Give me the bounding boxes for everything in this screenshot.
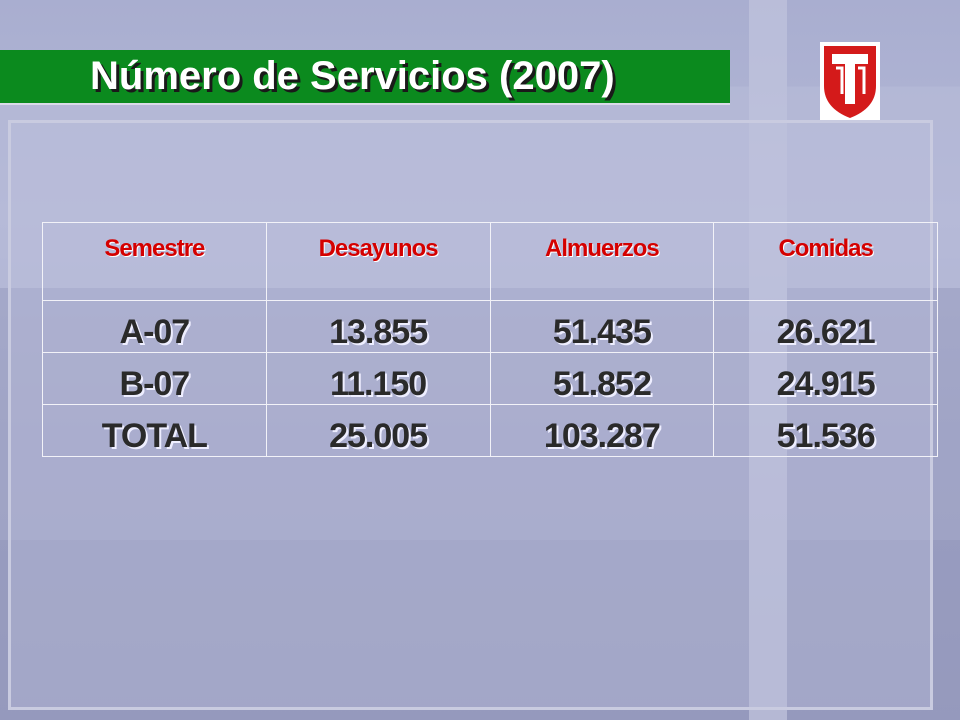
table-row: A-07 13.855 51.435 26.621 (42, 300, 938, 353)
column-header: Comidas (713, 222, 938, 301)
table-row: TOTAL 25.005 103.287 51.536 (42, 404, 938, 457)
table-cell: 11.150 (265, 352, 491, 405)
title: Número de Servicios (2007) (90, 54, 615, 98)
column-header: Desayunos (265, 222, 491, 301)
logo (820, 42, 880, 120)
column-header: Semestre (42, 222, 267, 301)
table-cell: A-07 (42, 300, 267, 353)
title-bar (0, 50, 730, 105)
table-cell: 51.536 (713, 404, 938, 457)
table-cell: 13.855 (265, 300, 491, 353)
data-table: Semestre Desayunos Almuerzos Comidas A-07 13.… (42, 222, 938, 457)
table-row: B-07 11.150 51.852 24.915 (42, 352, 938, 405)
column-header: Almuerzos (489, 222, 715, 301)
table-cell: 26.621 (713, 300, 938, 353)
table-cell: 103.287 (489, 404, 715, 457)
table-cell: 51.852 (489, 352, 715, 405)
header-row: Semestre Desayunos Almuerzos Comidas (42, 222, 938, 301)
table-cell: 25.005 (265, 404, 491, 457)
table-cell: 51.435 (489, 300, 715, 353)
table-cell: B-07 (42, 352, 267, 405)
table-cell: 24.915 (713, 352, 938, 405)
table-cell: TOTAL (42, 404, 267, 457)
